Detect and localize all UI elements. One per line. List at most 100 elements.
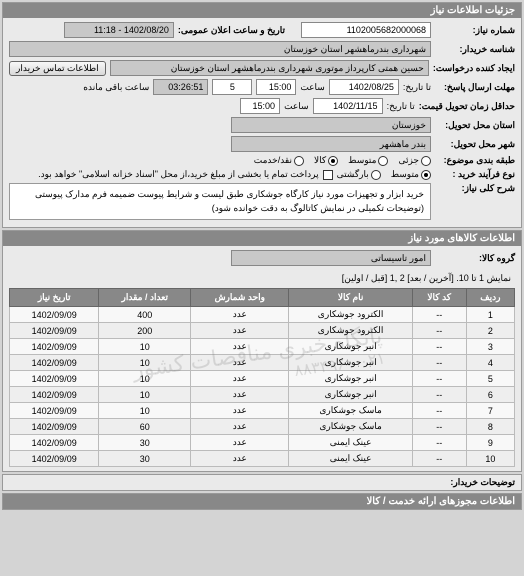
explanations-header: توضیحات خریدار: [3,475,521,490]
table-row[interactable]: 7--ماسک جوشکاریعدد101402/09/09 [10,403,515,419]
goods-header: اطلاعات کالاهای مورد نیاز [3,231,521,246]
cell: 1402/09/09 [10,387,99,403]
cell: 3 [466,339,514,355]
cell: 10 [99,387,191,403]
goods-panel: اطلاعات کالاهای مورد نیاز گروه کالا: امو… [2,230,522,472]
budget-opt-cash[interactable]: نقد/خدمت [254,155,304,166]
cell: -- [412,323,466,339]
to-label-2: تا تاریخ: [387,101,415,112]
buyer-value: شهرداری بندرماهشهر استان خوزستان [9,41,431,57]
cell: 60 [99,419,191,435]
cell: 6 [466,387,514,403]
cell: -- [412,387,466,403]
cell: 1402/09/09 [10,307,99,323]
table-row[interactable]: 2--الکترود جوشکاریعدد2001402/09/09 [10,323,515,339]
cell: عدد [191,403,289,419]
days-remaining: 5 [212,79,252,95]
time-label-2: ساعت [284,101,309,112]
pager-links[interactable]: [آخرین / بعد] 2 ,1 [قبل / اولین] [342,273,454,283]
goods-table: ردیفکد کالانام کالاواحد شمارشتعداد / مقد… [9,288,515,467]
province-label: استان محل تحویل: [435,120,515,131]
cell: 400 [99,307,191,323]
number-value: 1102005682000068 [301,22,431,38]
requester-value: حسین همتی کارپرداز موتوری شهرداری بندرما… [110,60,429,76]
cell: 1402/09/09 [10,419,99,435]
proc-opt-urgent[interactable]: بارگشتی [337,169,381,180]
proc-radio-group: متوسط بارگشتی [337,169,431,180]
cell: عدد [191,435,289,451]
deadline-label: مهلت ارسال پاسخ: [435,82,515,93]
table-row[interactable]: 9--عینک ایمنیعدد301402/09/09 [10,435,515,451]
budget-opt-medium[interactable]: متوسط [348,155,388,166]
cell: 10 [99,371,191,387]
budget-opt-small[interactable]: جزئی [398,155,431,166]
cell: -- [412,451,466,467]
to-label: تا تاریخ: [403,82,431,93]
col-0: ردیف [466,289,514,307]
need-info-panel: جزئیات اطلاعات نیاز شماره نیاز: 11020056… [2,2,522,228]
col-1: کد کالا [412,289,466,307]
cell: 30 [99,435,191,451]
licenses-header: اطلاعات مجوزهای ارائه خدمت / کالا [3,494,521,509]
cell: 1402/09/09 [10,451,99,467]
deadline-time: 15:00 [256,79,296,95]
city-value: بندر ماهشهر [231,136,431,152]
pager-text: نمایش 1 تا 10. [456,273,511,283]
cell: 1402/09/09 [10,371,99,387]
cell: -- [412,371,466,387]
goods-group-label: گروه کالا: [435,253,515,264]
cell: 1402/09/09 [10,339,99,355]
treasury-checkbox[interactable] [323,170,333,180]
proc-opt-normal[interactable]: متوسط [391,169,431,180]
time-label-1: ساعت [300,82,325,93]
col-3: واحد شمارش [191,289,289,307]
cell: انبر جوشکاری [289,355,412,371]
table-row[interactable]: 1--الکترود جوشکاریعدد4001402/09/09 [10,307,515,323]
cell: عدد [191,323,289,339]
cell: عدد [191,307,289,323]
cell: عدد [191,371,289,387]
cell: 4 [466,355,514,371]
table-row[interactable]: 5--انبر جوشکاریعدد101402/09/09 [10,371,515,387]
explanations-panel: توضیحات خریدار: [2,474,522,491]
cell: ماسک جوشکاری [289,403,412,419]
cell: 10 [466,451,514,467]
cell: -- [412,419,466,435]
min-deliver-date: 1402/11/15 [313,98,383,114]
contact-button[interactable]: اطلاعات تماس خریدار [9,61,106,76]
min-deliver-time: 15:00 [240,98,280,114]
general-desc: خرید ابزار و تجهیزات مورد نیاز کارگاه جو… [9,183,431,220]
budget-opt-goods[interactable]: کالا [314,155,338,166]
cell: 8 [466,419,514,435]
cell: عینک ایمنی [289,451,412,467]
proc-note: پرداخت تمام یا بخشی از مبلغ خرید،از محل … [38,169,318,180]
cell: -- [412,435,466,451]
goods-group-value: امور تاسیساتی [231,250,431,266]
table-row[interactable]: 4--انبر جوشکاریعدد101402/09/09 [10,355,515,371]
requester-label: ایجاد کننده درخواست: [433,63,515,74]
table-row[interactable]: 6--انبر جوشکاریعدد101402/09/09 [10,387,515,403]
province-value: خوزستان [231,117,431,133]
cell: 1402/09/09 [10,435,99,451]
table-row[interactable]: 10--عینک ایمنیعدد301402/09/09 [10,451,515,467]
cell: -- [412,403,466,419]
cell: عدد [191,387,289,403]
pager: نمایش 1 تا 10. [آخرین / بعد] 2 ,1 [قبل /… [9,269,515,288]
table-row[interactable]: 3--انبر جوشکاریعدد101402/09/09 [10,339,515,355]
budget-radio-group: جزئی متوسط کالا نقد/خدمت [254,155,431,166]
table-row[interactable]: 8--ماسک جوشکاریعدد601402/09/09 [10,419,515,435]
cell: الکترود جوشکاری [289,307,412,323]
cell: 200 [99,323,191,339]
cell: عدد [191,451,289,467]
cell: عدد [191,339,289,355]
cell: 9 [466,435,514,451]
countdown: 03:26:51 [153,79,208,95]
need-info-header: جزئیات اطلاعات نیاز [3,3,521,18]
cell: ماسک جوشکاری [289,419,412,435]
cell: 1402/09/09 [10,355,99,371]
general-label: شرح کلی نیاز: [435,183,515,194]
proc-label: نوع فرآیند خرید : [435,169,515,180]
cell: -- [412,355,466,371]
city-label: شهر محل تحویل: [435,139,515,150]
ann-label: تاریخ و ساعت اعلان عمومی: [178,25,285,36]
